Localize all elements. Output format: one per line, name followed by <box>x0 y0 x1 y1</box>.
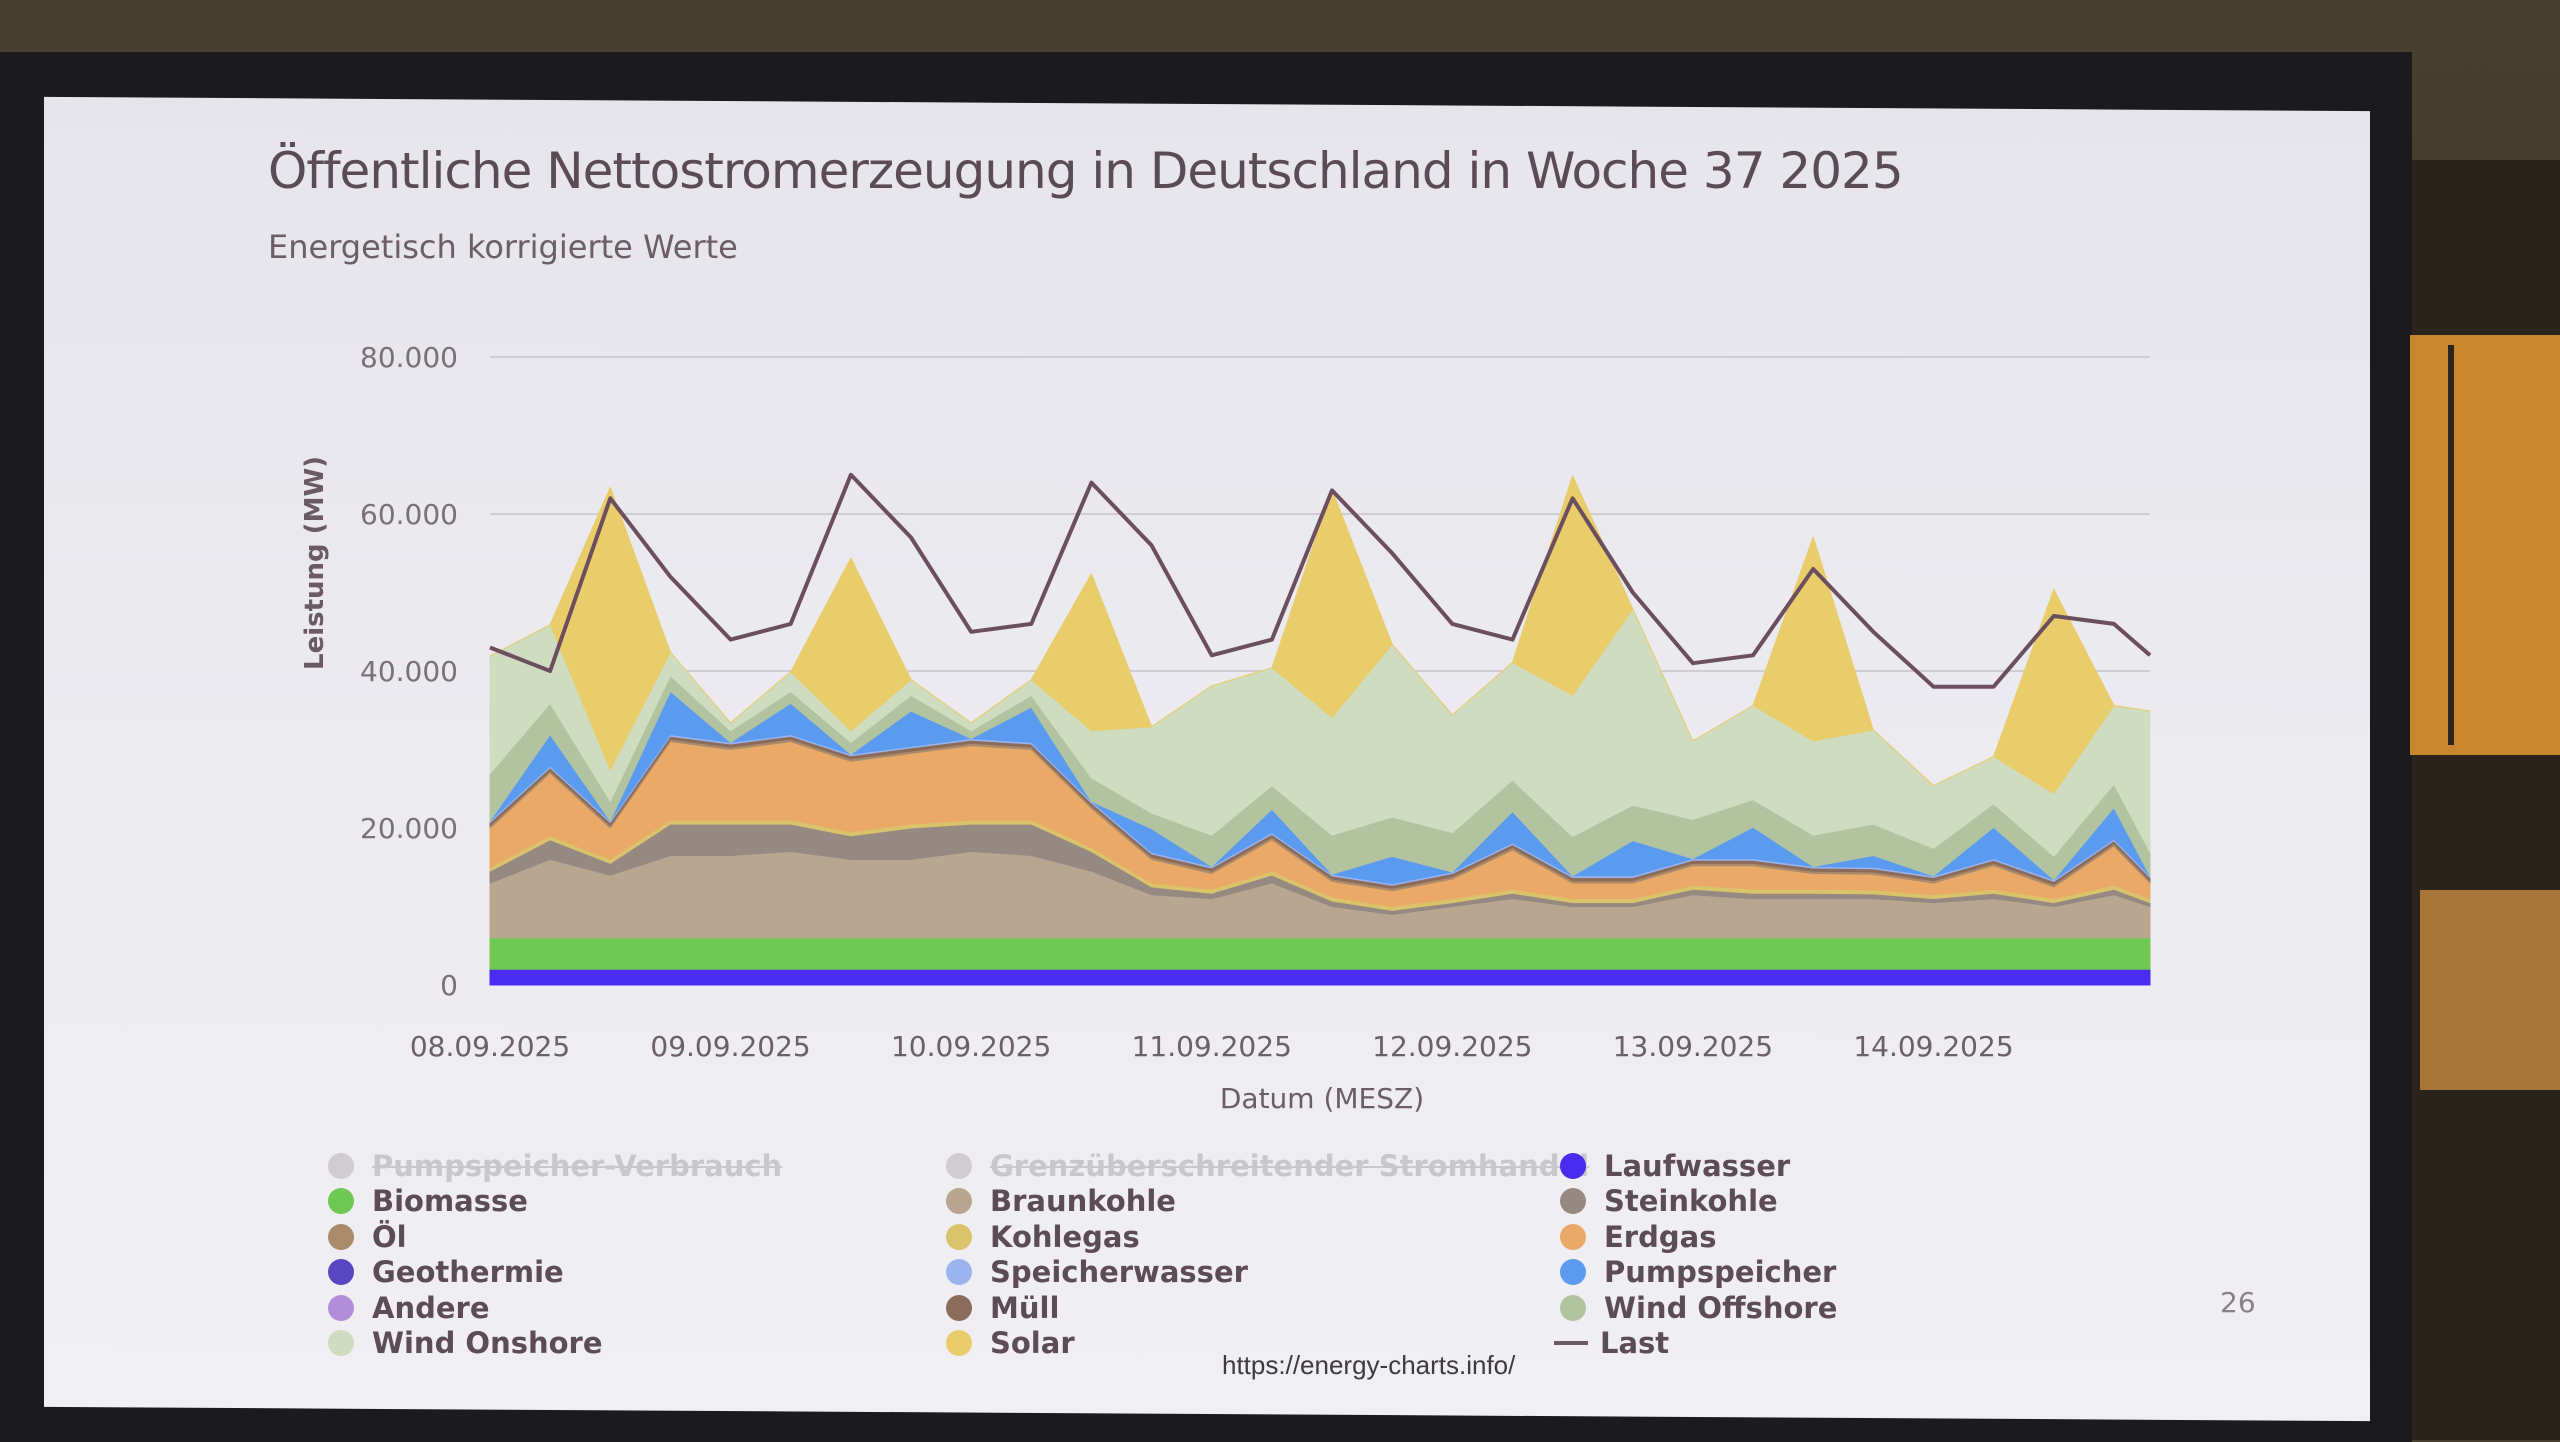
dot-marker-icon <box>1560 1223 1586 1250</box>
page-number: 26 <box>2220 1286 2256 1319</box>
legend-label: Kohlegas <box>990 1219 1140 1254</box>
dot-marker-icon <box>328 1223 354 1250</box>
dot-marker-icon <box>946 1294 972 1321</box>
x-tick-label: 08.09.2025 <box>410 1030 570 1063</box>
legend-column-1: Pumpspeicher-Verbrauch Biomasse Öl Geotherm… <box>328 1148 782 1361</box>
legend-item[interactable]: Andere <box>328 1290 782 1326</box>
legend-item[interactable]: Wind Onshore <box>328 1326 782 1362</box>
legend-item[interactable]: Laufwasser <box>1560 1148 1837 1184</box>
dot-marker-icon <box>328 1152 354 1179</box>
legend-item[interactable]: Speicherwasser <box>946 1255 1589 1291</box>
legend-label: Last <box>1600 1326 1670 1361</box>
legend-column-2: Grenzüberschreitender Stromhandel Braunko… <box>946 1148 1589 1361</box>
line-last <box>489 472 2152 689</box>
dot-marker-icon <box>328 1188 354 1215</box>
x-tick-label: 13.09.2025 <box>1613 1030 1773 1063</box>
window-frame <box>2448 345 2454 745</box>
y-tick-label: 20.000 <box>360 812 458 845</box>
legend-item[interactable]: Müll <box>946 1290 1589 1326</box>
chart-subtitle: Energetisch korrigierte Werte <box>268 228 738 266</box>
dot-marker-icon <box>328 1259 354 1286</box>
room-window <box>2410 335 2560 755</box>
legend-item[interactable]: Pumpspeicher-Verbrauch <box>328 1148 782 1184</box>
legend-item[interactable]: Geothermie <box>328 1255 782 1291</box>
legend-label: Grenzüberschreitender Stromhandel <box>990 1148 1590 1183</box>
x-tick-label: 14.09.2025 <box>1853 1030 2013 1063</box>
legend-item[interactable]: Pumpspeicher <box>1560 1255 1837 1291</box>
line-marker-icon <box>1554 1341 1588 1346</box>
x-tick-label: 09.09.2025 <box>650 1030 810 1063</box>
chart-title: Öffentliche Nettostromerzeugung in Deuts… <box>268 142 1904 200</box>
legend-item[interactable]: Erdgas <box>1560 1219 1837 1255</box>
x-tick-labels: 08.09.2025 09.09.2025 10.09.2025 11.09.2025… <box>410 1030 2014 1063</box>
source-url[interactable]: https://energy-charts.info/ <box>1222 1350 1516 1380</box>
legend-item[interactable]: Braunkohle <box>946 1184 1589 1220</box>
legend-item[interactable]: Kohlegas <box>946 1219 1589 1255</box>
legend-item[interactable]: Steinkohle <box>1560 1184 1837 1220</box>
dot-marker-icon <box>946 1330 972 1357</box>
legend-item[interactable]: Solar <box>946 1326 1589 1362</box>
legend-label: Solar <box>990 1326 1075 1361</box>
legend-item[interactable]: Grenzüberschreitender Stromhandel <box>946 1148 1589 1184</box>
y-tick-labels: 0 20.000 40.000 60.000 80.000 <box>360 341 458 1002</box>
legend-label: Geothermie <box>372 1255 564 1290</box>
legend-label: Erdgas <box>1604 1219 1717 1254</box>
y-tick-label: 60.000 <box>360 498 458 531</box>
x-tick-label: 10.09.2025 <box>891 1030 1051 1063</box>
legend-label: Müll <box>990 1290 1060 1325</box>
dot-marker-icon <box>946 1259 972 1286</box>
legend-label: Pumpspeicher <box>1604 1255 1837 1290</box>
legend-label: Biomasse <box>372 1184 528 1219</box>
x-axis-label: Datum (MESZ) <box>1220 1082 1424 1115</box>
legend-label: Öl <box>372 1219 407 1254</box>
dot-marker-icon <box>1560 1152 1586 1179</box>
y-tick-label: 0 <box>440 969 458 1002</box>
dot-marker-icon <box>946 1188 972 1215</box>
dot-marker-icon <box>1560 1259 1586 1286</box>
legend-label: Steinkohle <box>1604 1184 1778 1219</box>
x-tick-label: 11.09.2025 <box>1132 1030 1292 1063</box>
legend-label: Pumpspeicher-Verbrauch <box>372 1148 783 1183</box>
room-door <box>2420 890 2560 1090</box>
area-series <box>489 475 2151 986</box>
legend-item[interactable]: Biomasse <box>328 1184 782 1220</box>
legend-label: Speicherwasser <box>990 1255 1248 1290</box>
area-laufwasser <box>489 968 2151 986</box>
legend-label: Wind Onshore <box>372 1326 603 1361</box>
dot-marker-icon <box>946 1223 972 1250</box>
area-solar <box>489 475 2151 794</box>
area-biomasse <box>489 937 2151 970</box>
legend-item[interactable]: Last <box>1554 1326 1837 1362</box>
dot-marker-icon <box>946 1152 972 1179</box>
legend-label: Andere <box>372 1290 490 1325</box>
legend-item[interactable]: Wind Offshore <box>1560 1290 1837 1326</box>
x-tick-label: 12.09.2025 <box>1372 1030 1532 1063</box>
load-line <box>489 472 2152 689</box>
dot-marker-icon <box>328 1294 354 1321</box>
legend-column-3: Laufwasser Steinkohle Erdgas Pumpspeicher Wi… <box>1554 1148 1837 1362</box>
legend-item[interactable]: Öl <box>328 1219 782 1255</box>
legend-label: Wind Offshore <box>1604 1290 1838 1325</box>
legend-label: Braunkohle <box>990 1184 1176 1219</box>
dot-marker-icon <box>1560 1294 1586 1321</box>
y-tick-label: 40.000 <box>360 655 458 688</box>
y-tick-label: 80.000 <box>360 341 458 374</box>
legend-label: Laufwasser <box>1604 1148 1791 1183</box>
dot-marker-icon <box>328 1330 354 1357</box>
dot-marker-icon <box>1560 1188 1586 1215</box>
